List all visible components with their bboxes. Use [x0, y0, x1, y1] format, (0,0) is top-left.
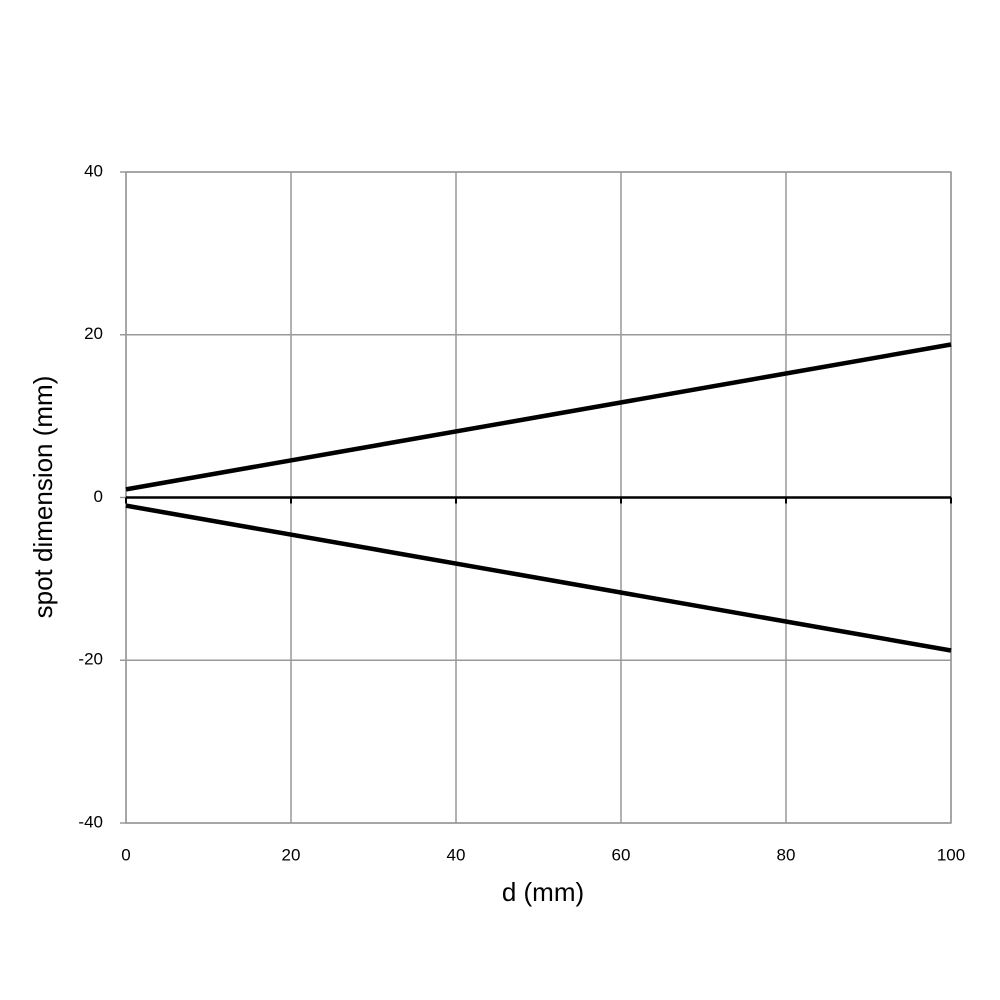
- y-tick-label: 40: [84, 161, 103, 180]
- y-tick-label: -20: [78, 650, 103, 669]
- y-tick-label: 0: [94, 487, 103, 506]
- series-line: [125, 503, 952, 653]
- x-tick-label: 100: [937, 845, 965, 864]
- y-axis-title: spot dimension (mm): [28, 376, 58, 619]
- y-tick-label: 20: [84, 324, 103, 343]
- x-axis-title: d (mm): [502, 877, 584, 907]
- x-tick-label: 40: [447, 845, 466, 864]
- x-tick-label: 20: [282, 845, 301, 864]
- series-line: [125, 342, 952, 492]
- x-tick-label: 80: [777, 845, 796, 864]
- x-tick-label: 60: [612, 845, 631, 864]
- x-tick-label: 0: [121, 845, 130, 864]
- y-tick-label: -40: [78, 812, 103, 831]
